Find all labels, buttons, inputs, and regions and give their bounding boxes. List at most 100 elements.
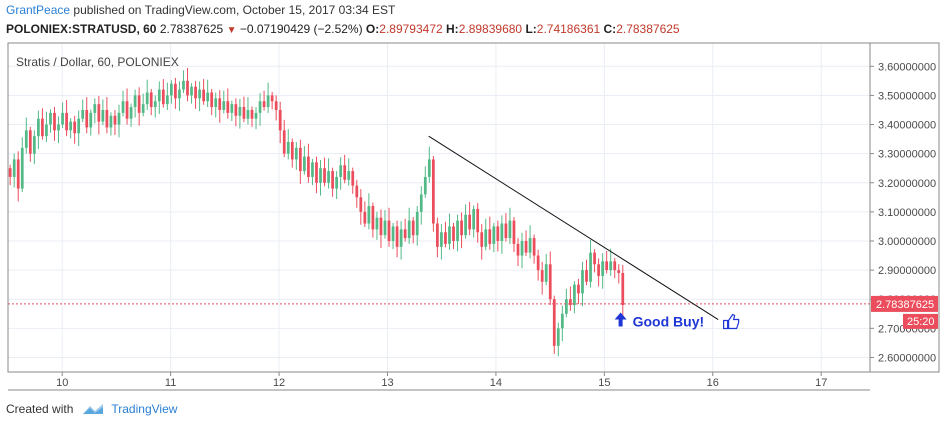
price-tick-label: 3.40000000 — [878, 120, 936, 132]
candle-body — [262, 101, 266, 108]
candle-body — [149, 92, 153, 108]
candle-body — [282, 130, 286, 154]
candle-body — [375, 217, 379, 230]
candle-body — [226, 101, 230, 113]
candle-body — [363, 211, 367, 224]
candle-body — [53, 112, 56, 131]
ohlc-bar: POLONIEX:STRATUSD, 60 2.78387625 ▼ −0.07… — [6, 22, 680, 36]
published-text: published on TradingView.com, October 15… — [73, 3, 396, 17]
candle-body — [37, 118, 40, 137]
time-tick-label: 13 — [381, 377, 393, 389]
price-axis[interactable]: 2.600000002.700000002.800000002.90000000… — [870, 61, 938, 364]
countdown-badge — [903, 313, 938, 329]
candle-body — [129, 107, 133, 119]
time-axis[interactable]: 10 11 12 13 14 15 16 17 — [56, 372, 827, 389]
candle-body — [560, 313, 564, 329]
candle-body — [407, 220, 411, 239]
candle-body — [101, 109, 105, 122]
candle-body — [391, 226, 395, 241]
close-value: 2.78387625 — [616, 22, 680, 36]
overlays: Good Buy! — [8, 135, 870, 330]
candle-body — [556, 328, 560, 346]
candles — [8, 68, 625, 357]
open-label: O: — [365, 22, 380, 36]
candle-body — [323, 168, 326, 183]
candle-body — [97, 104, 101, 122]
candle-body — [464, 214, 467, 236]
candle-body — [335, 176, 338, 189]
candle-body — [210, 92, 214, 108]
price-axis-border — [869, 42, 940, 373]
time-tick-label: 14 — [490, 377, 502, 389]
candle-body — [548, 264, 552, 300]
candle-body — [93, 104, 97, 113]
candle-body — [371, 206, 375, 230]
candle-body — [315, 162, 318, 183]
trendline[interactable] — [428, 135, 719, 321]
candle-body — [214, 98, 218, 108]
candle-body — [496, 226, 500, 241]
countdown-badge-text: 25:20 — [907, 316, 935, 328]
tradingview-link[interactable]: TradingView — [111, 402, 178, 416]
candle-body — [165, 95, 169, 105]
last-price: 2.78387625 — [159, 22, 224, 36]
candle-body — [399, 229, 403, 247]
candle-body — [218, 98, 222, 110]
candle-body — [524, 240, 528, 253]
thumbs-up-icon — [723, 313, 740, 330]
candle-body — [383, 220, 387, 236]
candle-body — [41, 118, 44, 137]
candle-body — [85, 109, 89, 128]
candle-body — [77, 118, 81, 134]
plot-background — [8, 43, 870, 372]
author-link[interactable]: GrantPeace — [6, 3, 71, 17]
candle-body — [270, 95, 274, 102]
candle-body — [569, 299, 572, 306]
price-tick-label: 2.60000000 — [878, 352, 936, 364]
candle-body — [403, 229, 407, 239]
candle-body — [617, 270, 621, 274]
candle-body — [182, 80, 185, 90]
symbol-label: POLONIEX:STRATUSD, 60 — [6, 22, 157, 36]
publish-info: GrantPeace published on TradingView.com,… — [6, 3, 395, 17]
candle-body — [585, 270, 588, 282]
candle-body — [593, 252, 596, 265]
candle-body — [609, 261, 613, 271]
candle-body — [528, 238, 532, 253]
candle-body — [327, 171, 330, 183]
candle-body — [202, 89, 205, 102]
candle-body — [274, 101, 278, 110]
footer: Created with TradingView — [6, 402, 177, 416]
low-label: L: — [525, 22, 537, 36]
candle-body — [161, 89, 165, 105]
candle-body — [343, 165, 347, 180]
candle-body — [500, 223, 504, 241]
up-arrow-icon — [614, 312, 627, 327]
annotation-text[interactable]: Good Buy! — [633, 314, 705, 330]
candle-body — [492, 226, 496, 244]
candle-body — [395, 226, 399, 247]
candle-body — [298, 147, 302, 172]
time-tick-label: 17 — [815, 377, 827, 389]
low-value: 2.74186361 — [536, 22, 601, 36]
candle-body — [133, 95, 137, 108]
candle-body — [307, 156, 310, 177]
candle-body — [69, 121, 72, 131]
candle-body — [137, 95, 141, 113]
candle-body — [49, 112, 52, 125]
change-value: −0.07190429 (−2.52%) — [239, 22, 363, 36]
candle-body — [286, 141, 290, 154]
candle-body — [20, 147, 24, 189]
candle-body — [174, 83, 177, 99]
candle-body — [540, 270, 544, 282]
candle-body — [423, 176, 427, 195]
candle-body — [415, 211, 419, 236]
candle-body — [113, 115, 117, 125]
candle-body — [351, 171, 355, 186]
candle-body — [621, 273, 625, 306]
candle-body — [536, 255, 540, 271]
candle-body — [311, 162, 314, 177]
high-label: H: — [446, 22, 459, 36]
candle-body — [456, 220, 459, 241]
